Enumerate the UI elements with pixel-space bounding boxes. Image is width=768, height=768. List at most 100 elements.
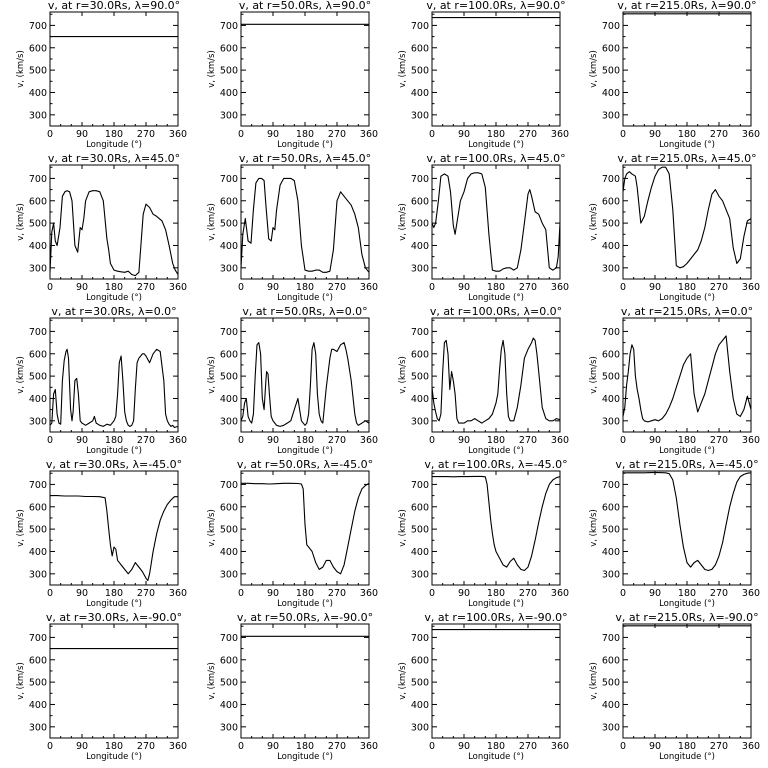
y-tick-label: 300: [29, 416, 47, 427]
x-tick-label: 0: [238, 588, 244, 599]
y-tick-label: 300: [602, 416, 620, 427]
y-tick-label: 300: [411, 263, 429, 274]
x-tick-label: 90: [649, 129, 661, 140]
y-tick-label: 400: [220, 547, 238, 558]
plot-frame: [240, 11, 370, 127]
x-tick-label: 0: [620, 435, 626, 446]
y-tick-label: 300: [220, 569, 238, 580]
series-line: [432, 475, 561, 572]
y-tick-label: 700: [602, 480, 620, 491]
x-tick-label: 180: [487, 435, 505, 446]
x-axis-label: Longitude (°): [468, 140, 524, 150]
series-line: [431, 172, 561, 272]
x-tick-label: 90: [267, 588, 279, 599]
y-tick-label: 400: [411, 547, 429, 558]
subplot-title: v, at r=215.0Rs, λ=0.0°: [621, 305, 753, 318]
x-tick-label: 270: [328, 588, 346, 599]
x-tick-label: 0: [238, 129, 244, 140]
x-axis-label: Longitude (°): [468, 752, 524, 762]
subplot-title: v, at r=50.0Rs, λ=-45.0°: [237, 458, 373, 471]
plot-frame: [240, 623, 370, 739]
y-tick-label: 500: [220, 525, 238, 536]
y-axis-label: v, (km/s): [207, 509, 217, 547]
y-tick-label: 700: [411, 633, 429, 644]
x-tick-label: 360: [742, 435, 760, 446]
y-tick-label: 600: [220, 502, 238, 513]
x-tick-label: 90: [267, 741, 279, 752]
subplot-title: v, at r=30.0Rs, λ=-90.0°: [46, 611, 182, 624]
y-tick-label: 500: [602, 372, 620, 383]
y-tick-label: 600: [602, 196, 620, 207]
y-axis-label: v, (km/s): [589, 662, 599, 700]
y-tick-label: 500: [29, 372, 47, 383]
x-tick-label: 270: [519, 741, 537, 752]
y-axis-label: v, (km/s): [589, 50, 599, 88]
x-tick-label: 270: [328, 741, 346, 752]
y-tick-label: 300: [411, 110, 429, 121]
x-tick-label: 180: [105, 435, 123, 446]
x-tick-label: 270: [710, 129, 728, 140]
y-tick-label: 700: [602, 174, 620, 185]
y-tick-label: 400: [602, 88, 620, 99]
y-tick-label: 300: [411, 569, 429, 580]
x-tick-label: 0: [429, 282, 435, 293]
subplot-title: v, at r=30.0Rs, λ=45.0°: [48, 152, 180, 165]
x-tick-label: 0: [238, 741, 244, 752]
plot-frame: [49, 11, 179, 127]
plot-frame: [431, 164, 561, 280]
y-tick-label: 400: [220, 241, 238, 252]
y-tick-label: 400: [411, 700, 429, 711]
subplot-3-2: v, at r=50.0Rs, λ=0.0° 0 90 180 270 360 300 400…: [207, 305, 378, 456]
y-tick-label: 300: [220, 416, 238, 427]
series-line: [50, 495, 178, 582]
x-axis-label: Longitude (°): [277, 293, 333, 303]
x-tick-label: 360: [742, 741, 760, 752]
y-tick-label: 300: [220, 263, 238, 274]
y-axis-label: v, (km/s): [16, 356, 26, 394]
x-tick-label: 180: [678, 741, 696, 752]
subplot-title: v, at r=50.0Rs, λ=45.0°: [239, 152, 371, 165]
subplot-3-4: v, at r=215.0Rs, λ=0.0° 0 90 180 270 360 300 40…: [589, 305, 760, 456]
y-tick-label: 500: [220, 219, 238, 230]
x-tick-label: 90: [267, 435, 279, 446]
x-tick-label: 180: [487, 129, 505, 140]
x-tick-label: 0: [429, 129, 435, 140]
y-tick-label: 400: [29, 547, 47, 558]
subplot-3-1: v, at r=30.0Rs, λ=0.0° 0 90 180 270 360 300 400…: [16, 305, 187, 456]
y-axis-label: v, (km/s): [207, 356, 217, 394]
x-axis-label: Longitude (°): [277, 599, 333, 609]
x-axis-label: Longitude (°): [659, 293, 715, 303]
x-tick-label: 90: [649, 741, 661, 752]
series-line: [241, 482, 370, 575]
subplot-5-3: v, at r=100.0Rs, λ=-90.0° 0 90 180 270 360 300…: [398, 611, 569, 762]
x-tick-label: 270: [519, 129, 537, 140]
x-tick-label: 270: [710, 741, 728, 752]
y-axis-label: v, (km/s): [16, 203, 26, 241]
y-tick-label: 300: [602, 263, 620, 274]
x-tick-label: 180: [487, 741, 505, 752]
plot-frame: [622, 470, 752, 586]
plot-frame: [431, 623, 561, 739]
x-axis-label: Longitude (°): [659, 752, 715, 762]
y-tick-label: 500: [411, 219, 429, 230]
y-tick-label: 500: [602, 219, 620, 230]
x-tick-label: 90: [458, 435, 470, 446]
x-tick-label: 270: [328, 435, 346, 446]
x-tick-label: 360: [551, 588, 569, 599]
series-line: [622, 335, 752, 423]
y-tick-label: 600: [411, 43, 429, 54]
plot-frame: [622, 623, 752, 739]
x-tick-label: 270: [137, 435, 155, 446]
subplot-title: v, at r=215.0Rs, λ=-90.0°: [615, 611, 758, 624]
y-tick-label: 600: [220, 655, 238, 666]
subplot-title: v, at r=100.0Rs, λ=-90.0°: [424, 611, 567, 624]
x-tick-label: 180: [105, 129, 123, 140]
x-tick-label: 0: [47, 435, 53, 446]
y-axis-label: v, (km/s): [398, 203, 408, 241]
subplot-5-4: v, at r=215.0Rs, λ=-90.0° 0 90 180 270 360 300…: [589, 611, 760, 762]
y-tick-label: 700: [220, 21, 238, 32]
y-axis-label: v, (km/s): [398, 509, 408, 547]
y-tick-label: 600: [411, 502, 429, 513]
x-axis-label: Longitude (°): [86, 293, 142, 303]
y-tick-label: 300: [411, 722, 429, 733]
